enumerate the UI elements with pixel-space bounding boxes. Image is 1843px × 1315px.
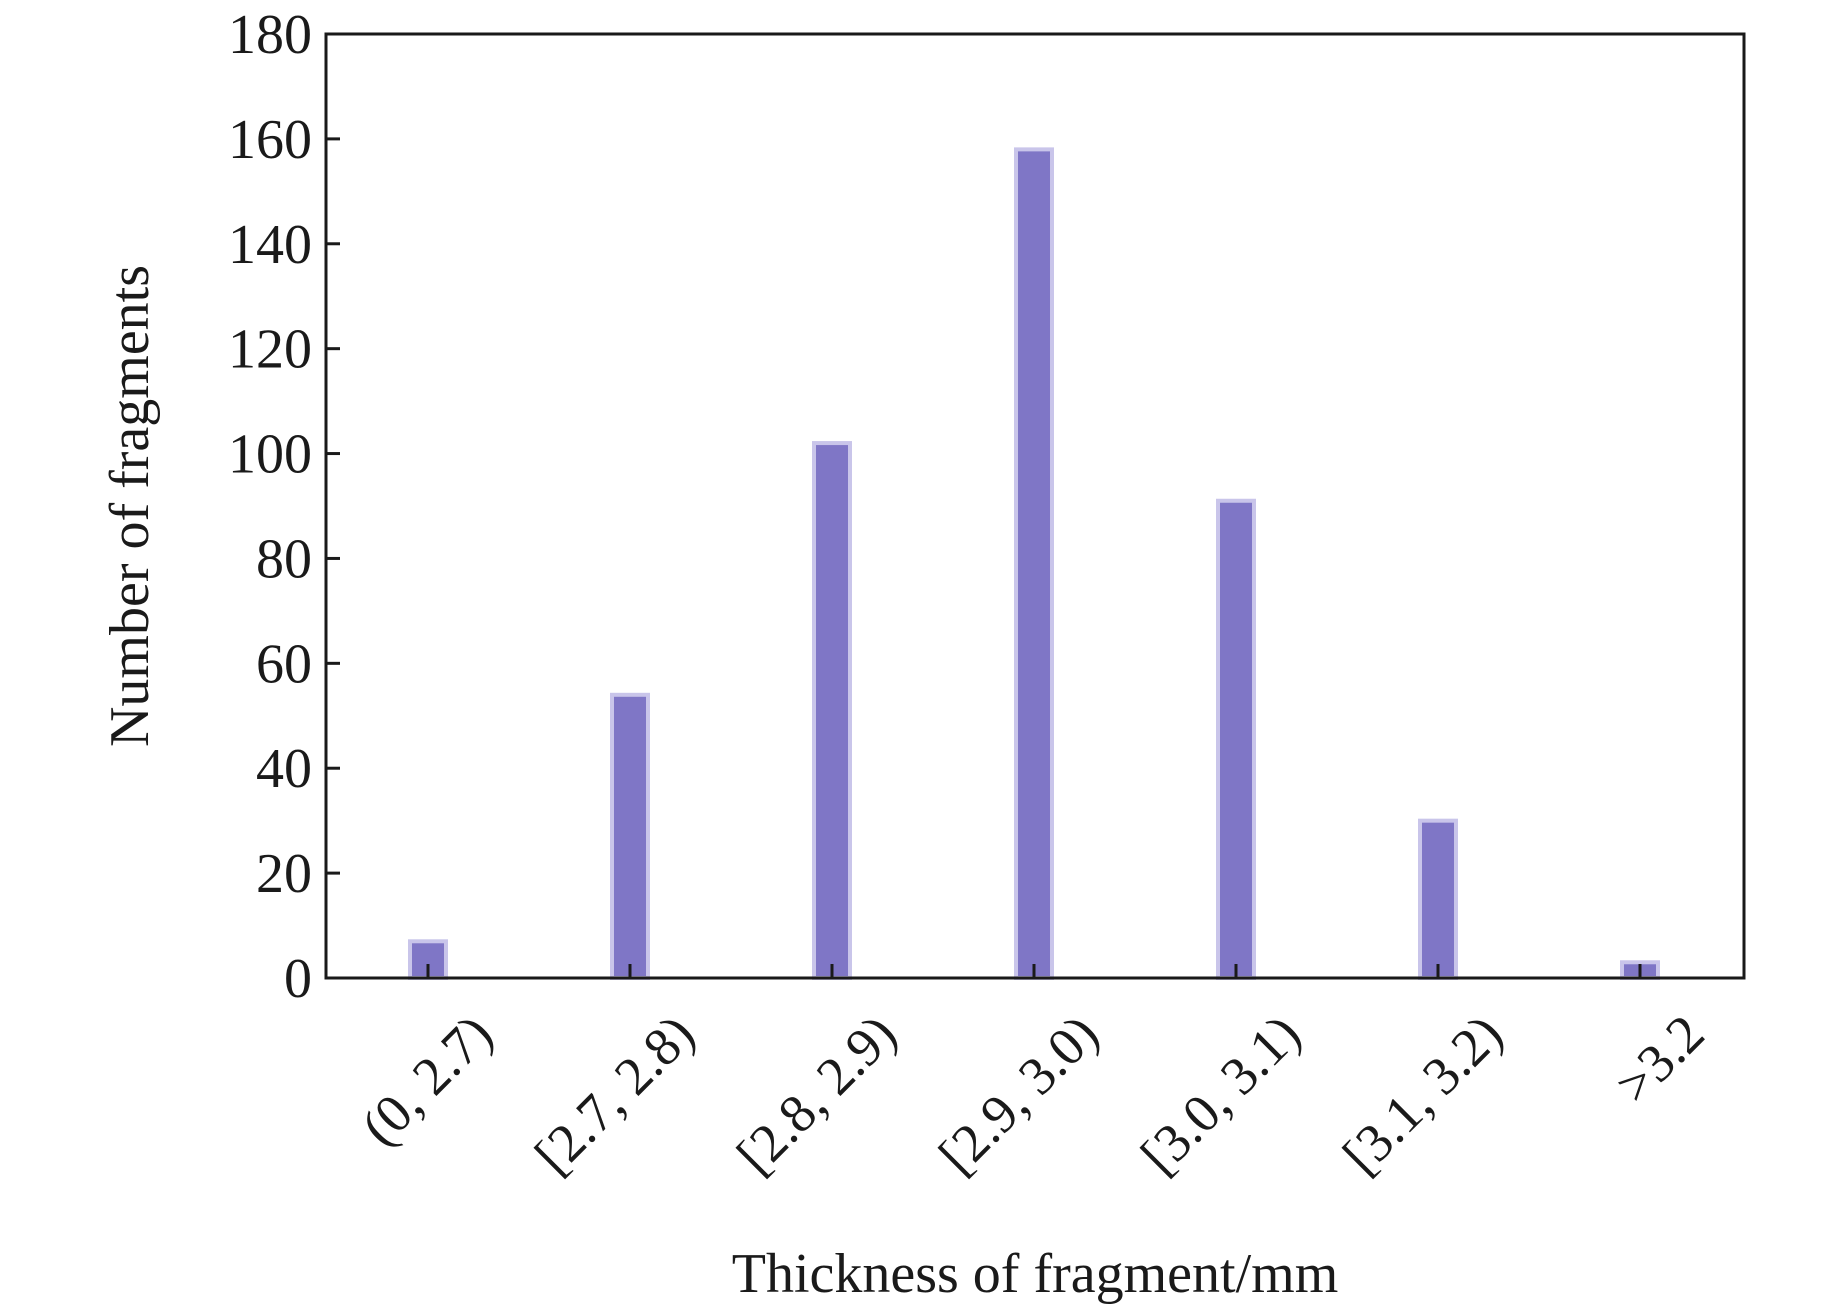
y-axis-ticks: 0 20 40 60 80 100 120 140 160 180	[228, 4, 340, 1010]
x-tick-label: [2.7, 2.8)	[523, 1003, 705, 1185]
y-tick-label: 20	[256, 843, 312, 905]
x-axis-title: Thickness of fragment/mm	[732, 1243, 1339, 1305]
bar-5	[1418, 818, 1458, 981]
y-tick-label: 40	[256, 738, 312, 800]
bar-3	[1014, 147, 1054, 980]
x-tick-label: [3.0, 3.1)	[1129, 1003, 1311, 1185]
x-tick-label: [3.1, 3.2)	[1331, 1003, 1513, 1185]
y-tick-label: 80	[256, 528, 312, 590]
y-tick-label: 100	[228, 424, 312, 486]
bar-2	[812, 441, 852, 981]
x-axis-ticks: (0, 2.7) [2.7, 2.8) [2.8, 2.9) [2.9, 3.0) [3…	[350, 964, 1716, 1186]
y-tick-label: 180	[228, 4, 312, 66]
y-tick-label: 60	[256, 633, 312, 695]
y-tick-label: 160	[228, 109, 312, 171]
y-tick-label: 140	[228, 214, 312, 276]
x-tick-label: (0, 2.7)	[350, 1003, 504, 1157]
plot-frame	[324, 32, 1746, 980]
bar-1	[610, 692, 650, 980]
y-tick-label: 0	[284, 948, 312, 1010]
bars-layer	[408, 147, 1660, 981]
x-tick-label: [2.9, 3.0)	[927, 1003, 1109, 1185]
x-tick-label: [2.8, 2.9)	[725, 1003, 907, 1185]
x-tick-label: >3.2	[1604, 1003, 1716, 1115]
bar-4	[1216, 498, 1256, 980]
y-tick-label: 120	[228, 319, 312, 381]
y-axis-title: Number of fragments	[99, 265, 161, 747]
